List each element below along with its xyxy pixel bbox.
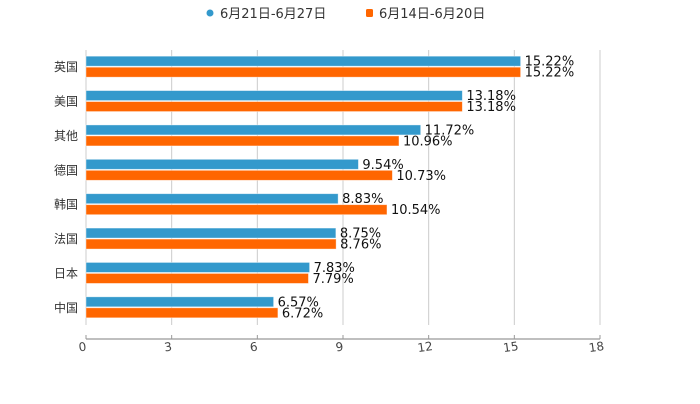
data-label: 15.22% bbox=[525, 55, 575, 70]
x-tick-label: 3 bbox=[163, 340, 173, 355]
bar-week-jun21 bbox=[85, 55, 522, 67]
data-label: 10.73% bbox=[396, 169, 446, 184]
data-label: 11.72% bbox=[425, 123, 475, 138]
category-label: 美国 bbox=[54, 95, 78, 109]
category-label: 英国 bbox=[54, 60, 78, 74]
data-label: 8.83% bbox=[342, 192, 383, 207]
bar-week-jun21 bbox=[85, 124, 422, 136]
x-tick-label: 0 bbox=[78, 340, 88, 355]
category-label: 法国 bbox=[54, 232, 78, 246]
category-label: 韩国 bbox=[54, 197, 78, 212]
legend: 6月21日-6月27日 6月14日-6月20日 bbox=[206, 7, 485, 22]
data-label: 15.22% bbox=[525, 66, 575, 81]
data-label: 13.18% bbox=[466, 100, 516, 115]
bar-week-jun14 bbox=[85, 169, 393, 181]
data-label: 9.54% bbox=[362, 158, 403, 173]
x-tick-label: 9 bbox=[335, 340, 345, 355]
legend-label-0: 6月21日-6月27日 bbox=[220, 7, 326, 22]
x-tick-label: 15 bbox=[502, 339, 519, 355]
data-label: 8.76% bbox=[340, 238, 381, 253]
x-tick-label: 6 bbox=[249, 340, 259, 355]
legend-marker-0 bbox=[206, 9, 214, 17]
data-label: 7.79% bbox=[312, 272, 353, 287]
bar-week-jun14 bbox=[85, 307, 279, 319]
bar-week-jun21 bbox=[85, 296, 275, 308]
bar-week-jun14 bbox=[85, 273, 309, 284]
category-label: 其他 bbox=[54, 129, 78, 143]
data-label: 6.72% bbox=[282, 306, 323, 321]
category-label: 德国 bbox=[54, 162, 78, 177]
bar-week-jun21 bbox=[85, 227, 337, 239]
bars: 15.22%15.22% 13.18%13.18% 11.72%10.96%9.54… bbox=[85, 55, 575, 321]
category-label: 中国 bbox=[54, 300, 78, 315]
bar-week-jun21 bbox=[85, 158, 359, 170]
bar-week-jun14 bbox=[85, 66, 522, 78]
data-label: 13.18% bbox=[466, 89, 516, 104]
bar-week-jun21 bbox=[85, 193, 339, 205]
bar-week-jun21 bbox=[85, 90, 463, 101]
data-label: 6.57% bbox=[278, 295, 319, 310]
bar-week-jun21 bbox=[85, 262, 310, 273]
data-label: 8.75% bbox=[340, 227, 381, 242]
data-label: 7.83% bbox=[314, 261, 355, 276]
bar-week-jun14 bbox=[85, 204, 388, 216]
bar-week-jun14 bbox=[85, 135, 400, 147]
category-label: 日本 bbox=[54, 266, 78, 280]
x-tick-label: 18 bbox=[588, 339, 605, 355]
x-tick-label: 12 bbox=[417, 339, 434, 355]
data-label: 10.96% bbox=[403, 134, 453, 149]
bar-week-jun14 bbox=[85, 101, 463, 112]
bar-week-jun14 bbox=[85, 238, 337, 250]
data-label: 10.54% bbox=[391, 203, 441, 218]
legend-label-1: 6月14日-6月20日 bbox=[379, 7, 485, 22]
legend-marker-1 bbox=[366, 9, 373, 17]
